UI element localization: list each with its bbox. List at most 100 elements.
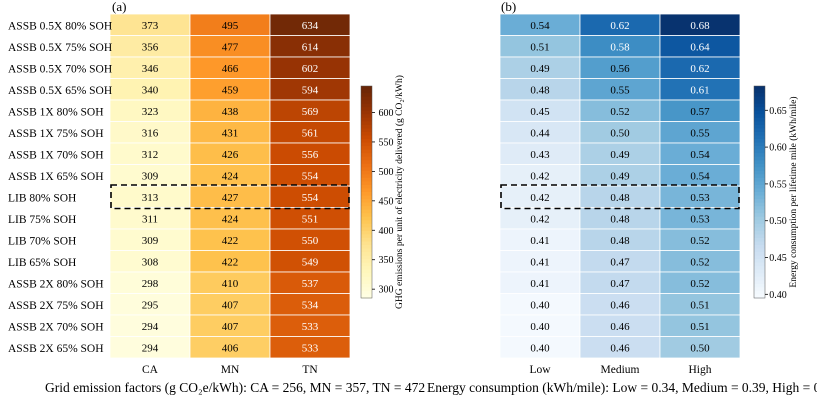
- colorbar-segment: [754, 287, 765, 292]
- heatmap-cell: [269, 336, 351, 359]
- colorbar-label: Energy consumption per lifetime mile (kW…: [788, 96, 799, 287]
- cell-value-label: 0.54: [530, 20, 550, 32]
- cell-value-label: 551: [302, 213, 319, 225]
- colorbar-segment: [361, 149, 372, 154]
- row-label: ASSB 2X 70% SOH: [8, 321, 104, 333]
- colorbar-segment: [361, 248, 372, 253]
- colorbar-segment: [754, 206, 765, 211]
- figure-footer: Grid emission factors (g CO₂e/kWh): CA =…: [0, 380, 817, 398]
- cell-value-label: 294: [142, 321, 159, 333]
- colorbar-segment: [361, 170, 372, 175]
- row-label: ASSB 1X 70% SOH: [8, 149, 104, 161]
- colorbar-segment: [754, 139, 765, 144]
- cell-value-label: 0.52: [610, 106, 629, 118]
- cell-value-label: 0.40: [530, 342, 550, 354]
- colorbar-segment: [361, 89, 372, 94]
- cell-value-label: 594: [302, 84, 319, 96]
- colorbar-segment: [361, 230, 372, 235]
- colorbar-segment: [754, 153, 765, 158]
- cell-value-label: 614: [302, 41, 319, 53]
- colorbar-segment: [754, 170, 765, 175]
- cell-value-label: 0.48: [610, 213, 630, 225]
- colorbar-segment: [754, 283, 765, 288]
- cell-value-label: 549: [302, 256, 319, 268]
- colorbar-frame: [360, 85, 373, 299]
- cell-value-label: 466: [222, 63, 239, 75]
- colorbar-segment: [754, 142, 765, 147]
- column-label: Low: [529, 364, 551, 376]
- colorbar-segment: [754, 177, 765, 182]
- cell-value-label: 0.54: [690, 149, 710, 161]
- colorbar-segment: [754, 259, 765, 264]
- cell-value-label: 0.47: [610, 278, 630, 290]
- cell-value-label: 438: [222, 106, 239, 118]
- colorbar-segment: [754, 160, 765, 165]
- colorbar-segment: [754, 135, 765, 140]
- cell-value-label: 533: [302, 342, 319, 354]
- colorbar-segment: [361, 202, 372, 207]
- colorbar-segment: [361, 220, 372, 225]
- cell-value-label: 309: [142, 235, 159, 247]
- cell-value-label: 0.50: [690, 342, 710, 354]
- cell-value-label: 0.51: [690, 299, 709, 311]
- colorbar-segment: [754, 262, 765, 267]
- cell-value-label: 602: [302, 63, 319, 75]
- colorbar-segment: [754, 86, 765, 91]
- row-label: ASSB 2X 65% SOH: [8, 343, 104, 355]
- cell-value-label: 0.62: [690, 63, 709, 75]
- cell-value-label: 554: [302, 192, 319, 204]
- cell-value-label: 295: [142, 299, 159, 311]
- colorbar-segment: [361, 276, 372, 281]
- cell-value-label: 0.52: [690, 278, 709, 290]
- cell-value-label: 0.41: [530, 278, 549, 290]
- row-label: ASSB 0.5X 70% SOH: [8, 63, 112, 75]
- row-label: ASSB 1X 65% SOH: [8, 171, 104, 183]
- colorbar-segment: [361, 209, 372, 214]
- cell-value-label: 0.55: [610, 84, 630, 96]
- colorbar-label: GHG emissions per unit of electricity de…: [394, 75, 405, 309]
- colorbar-segment: [361, 213, 372, 218]
- cell-value-label: 0.52: [690, 235, 709, 247]
- cell-value-label: 0.40: [530, 299, 550, 311]
- cell-value-label: 0.44: [530, 127, 550, 139]
- colorbar-segment: [754, 230, 765, 235]
- figure: (a) 373 495 634 356 477 614 346 466 602 340 459 594 3…: [8, 0, 799, 376]
- cell-value-label: 0.68: [690, 20, 710, 32]
- cell-value-label: 0.46: [610, 321, 630, 333]
- cell-value-label: 426: [222, 149, 239, 161]
- colorbar-segment: [754, 107, 765, 112]
- colorbar-segment: [754, 248, 765, 253]
- cell-value-label: 534: [302, 299, 319, 311]
- cell-value-label: 323: [142, 106, 159, 118]
- row-label: ASSB 0.5X 75% SOH: [8, 42, 112, 54]
- cell-value-label: 427: [222, 192, 239, 204]
- cell-value-label: 495: [222, 20, 239, 32]
- cell-value-label: 422: [222, 256, 239, 268]
- grid-emission-factors-note: Grid emission factors (g CO₂e/kWh): CA =…: [45, 380, 426, 395]
- cell-value-label: 373: [142, 20, 159, 32]
- colorbar-tick-label: 350: [379, 255, 394, 266]
- colorbar-segment: [361, 110, 372, 115]
- colorbar-segment: [361, 290, 372, 296]
- cell-value-label: 0.48: [610, 235, 630, 247]
- colorbar-segment: [754, 223, 765, 228]
- cell-value-label: 550: [302, 235, 319, 247]
- colorbar-tick-label: 0.45: [769, 253, 787, 264]
- cell-value-label: 0.62: [610, 20, 629, 32]
- colorbar-segment: [361, 269, 372, 274]
- colorbar-segment: [754, 96, 765, 101]
- colorbar-segment: [754, 110, 765, 115]
- colorbar-segment: [754, 273, 765, 278]
- cell-value-label: 346: [142, 63, 159, 75]
- colorbar-segment: [754, 146, 765, 151]
- colorbar-segment: [361, 237, 372, 243]
- row-label: ASSB 1X 75% SOH: [8, 128, 104, 140]
- column-label: High: [689, 364, 712, 376]
- colorbar-segment: [361, 139, 372, 144]
- colorbar-segment: [361, 245, 372, 250]
- cell-value-label: 0.48: [530, 84, 550, 96]
- cell-value-label: 0.43: [530, 149, 550, 161]
- colorbar-segment: [361, 131, 372, 137]
- colorbar-segment: [361, 266, 372, 271]
- colorbar-segment: [754, 237, 765, 243]
